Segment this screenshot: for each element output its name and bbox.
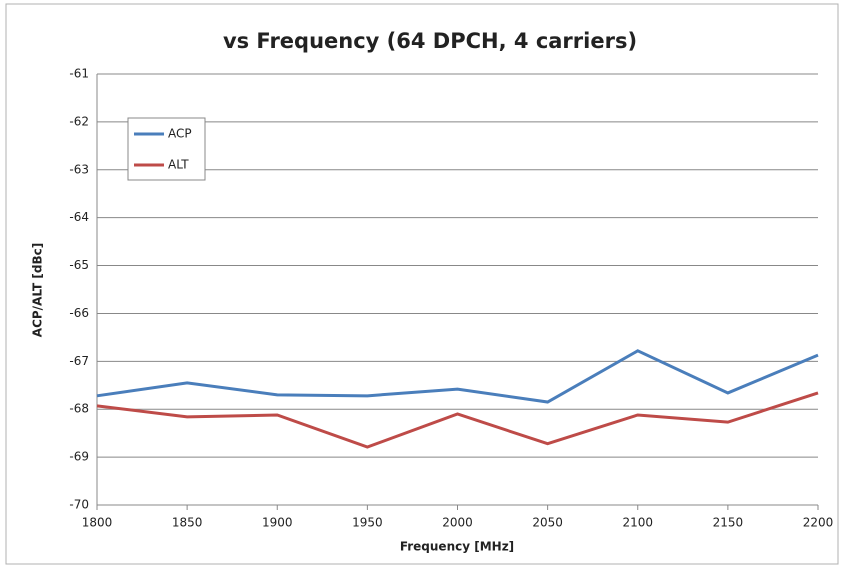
y-tick-label: -68 [69,402,89,416]
x-tick-label: 1850 [172,516,203,530]
legend-label: ACP [168,127,192,141]
y-tick-label: -64 [69,210,89,224]
x-tick-label: 2150 [713,516,744,530]
x-tick-label: 2200 [803,516,834,530]
y-tick-label: -66 [69,306,89,320]
legend-box [127,117,206,181]
series-line [96,349,819,404]
x-tick-label: 2000 [442,516,473,530]
y-tick-label: -67 [69,354,89,368]
chart-title: vs Frequency (64 DPCH, 4 carriers) [223,29,637,53]
y-tick-label: -69 [69,450,89,464]
x-tick-label: 2100 [622,516,653,530]
legend-label: ALT [168,158,189,172]
x-tick-label: 1800 [82,516,113,530]
x-axis-label: Frequency [MHz] [400,540,514,554]
chart-frame [5,3,839,565]
y-tick-label: -61 [69,67,89,81]
x-tick-label: 1950 [352,516,383,530]
x-tick-label: 1900 [262,516,293,530]
y-tick-label: -65 [69,258,89,272]
y-tick-label: -70 [69,498,89,512]
y-axis-label: ACP/ALT [dBc] [31,243,45,337]
y-tick-label: -62 [69,114,89,128]
x-tick-label: 2050 [532,516,563,530]
y-tick-label: -63 [69,162,89,176]
series-line [96,391,819,449]
